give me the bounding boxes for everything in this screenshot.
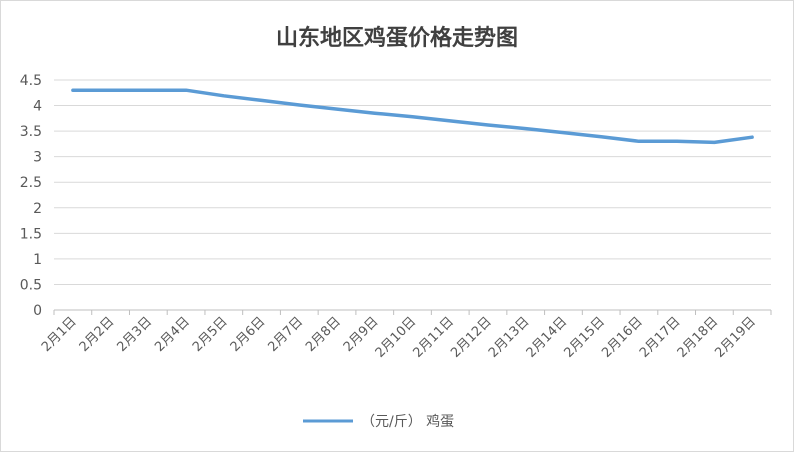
y-tick-label: 1	[33, 252, 42, 268]
y-axis-ticks: 4.5 4 3.5 3 2.5 2 1.5 1 0.5 0	[20, 73, 42, 319]
x-tick-label: 2月6日	[228, 314, 269, 355]
x-tick-label: 2月12日	[448, 314, 495, 361]
x-tick-label: 2月4日	[152, 314, 193, 355]
x-tick-label: 2月17日	[637, 314, 684, 361]
y-tick-label: 2.5	[20, 175, 42, 191]
y-tick-label: 3	[33, 150, 42, 166]
x-tick-label: 2月16日	[599, 314, 646, 361]
x-axis-ticks: 2月1日2月2日2月3日2月4日2月5日2月6日2月7日2月8日2月9日2月10…	[39, 310, 772, 361]
series-layer	[71, 88, 754, 145]
y-tick-label: 4	[33, 99, 42, 115]
y-tick-label: 3.5	[20, 124, 42, 140]
legend-label: （元/斤） 鸡蛋	[361, 413, 454, 430]
x-tick-label: 2月2日	[77, 314, 118, 355]
y-tick-label: 0.5	[20, 277, 42, 293]
x-tick-label: 2月8日	[303, 314, 344, 355]
x-tick-label: 2月1日	[39, 314, 80, 355]
x-tick-label: 2月3日	[114, 314, 155, 355]
legend: （元/斤） 鸡蛋	[303, 413, 454, 430]
x-tick-label: 2月14日	[524, 314, 571, 361]
x-tick-label: 2月11日	[411, 314, 458, 361]
x-tick-label: 2月15日	[561, 314, 608, 361]
y-tick-label: 1.5	[20, 226, 42, 242]
x-tick-label: 2月7日	[265, 314, 306, 355]
gridlines	[54, 79, 771, 311]
y-tick-label: 2	[33, 201, 42, 217]
x-tick-label: 2月5日	[190, 314, 231, 355]
series-line	[71, 88, 754, 145]
y-tick-label: 0	[33, 303, 42, 319]
x-tick-label: 2月10日	[373, 314, 420, 361]
x-tick-label: 2月18日	[675, 314, 722, 361]
y-tick-label: 4.5	[20, 73, 42, 89]
x-tick-label: 2月13日	[486, 314, 533, 361]
chart-title: 山东地区鸡蛋价格走势图	[276, 25, 518, 51]
x-tick-label: 2月19日	[712, 314, 759, 361]
